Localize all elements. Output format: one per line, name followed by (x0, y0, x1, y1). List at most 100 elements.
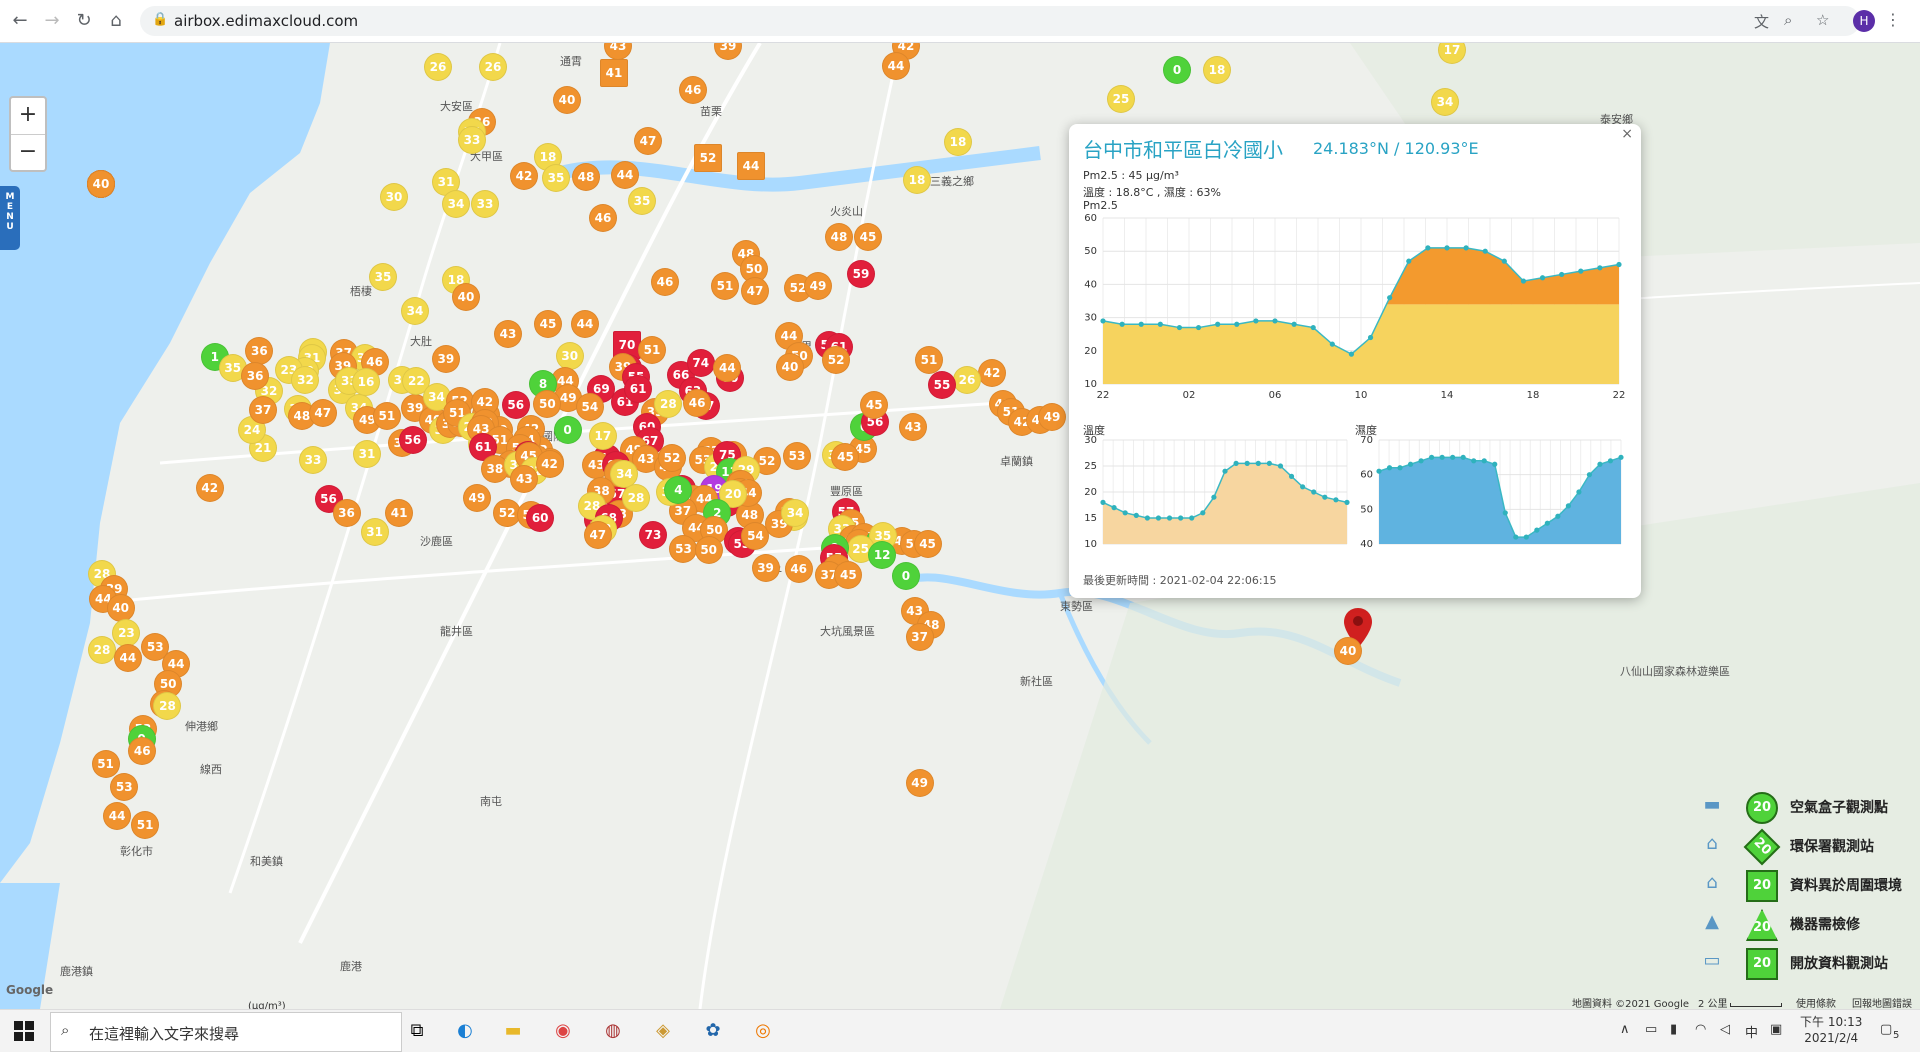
selected-station-marker[interactable]: 40 (1334, 637, 1362, 665)
windows-start-icon[interactable] (14, 1021, 34, 1041)
station-marker[interactable]: 42 (535, 450, 564, 478)
station-marker[interactable]: 41 (600, 59, 628, 87)
station-marker[interactable]: 45 (831, 443, 860, 471)
station-marker[interactable]: 47 (634, 127, 662, 155)
station-marker[interactable]: 49 (462, 483, 491, 512)
volume-icon[interactable]: ◁ (1720, 1022, 1730, 1037)
station-marker[interactable]: 34 (442, 190, 470, 218)
station-marker[interactable]: 2 (703, 499, 732, 528)
ime-indicator[interactable]: 中 (1745, 1026, 1759, 1041)
notification-icon[interactable]: ▢ (1880, 1022, 1893, 1037)
station-marker[interactable]: 44 (103, 802, 132, 831)
chrome-icon[interactable]: ◉ (555, 1020, 571, 1041)
station-marker[interactable]: 28 (621, 483, 650, 512)
taskbar-search[interactable]: ⌕ 在這裡輸入文字來搜尋 (50, 1012, 402, 1052)
station-marker[interactable]: 44 (162, 649, 191, 678)
station-marker[interactable]: 26 (953, 366, 981, 394)
battery-icon[interactable]: ▮ (1670, 1022, 1678, 1037)
station-marker[interactable]: 31 (360, 517, 389, 546)
station-marker[interactable]: 56 (398, 425, 427, 454)
station-marker[interactable]: 18 (903, 166, 931, 194)
forward-icon[interactable]: → (44, 10, 60, 31)
station-marker[interactable]: 37 (905, 622, 934, 651)
station-marker[interactable]: 49 (804, 272, 832, 300)
station-marker[interactable]: 51 (711, 272, 739, 300)
station-marker[interactable]: 48 (825, 223, 853, 251)
station-marker[interactable]: 35 (628, 187, 656, 215)
station-marker[interactable]: 60 (526, 503, 555, 532)
station-marker[interactable]: 53 (669, 535, 698, 564)
station-marker[interactable]: 34 (1431, 88, 1459, 116)
station-marker[interactable]: 45 (834, 561, 863, 590)
station-marker[interactable]: 48 (572, 163, 600, 191)
station-marker[interactable]: 44 (713, 354, 742, 383)
app-icon-4[interactable]: ◎ (755, 1020, 771, 1041)
station-marker[interactable]: 45 (854, 223, 882, 251)
station-marker[interactable]: 51 (91, 749, 120, 778)
station-marker[interactable]: 40 (452, 283, 480, 311)
station-marker[interactable]: 47 (583, 520, 612, 549)
station-marker[interactable]: 34 (610, 459, 639, 488)
station-marker[interactable]: 46 (683, 388, 712, 417)
station-marker[interactable]: 16 (351, 367, 380, 396)
station-marker[interactable]: 33 (458, 126, 486, 154)
station-marker[interactable]: 43 (494, 320, 522, 348)
station-marker[interactable]: 40 (87, 170, 115, 198)
station-marker[interactable]: 47 (741, 277, 769, 305)
back-icon[interactable]: ← (12, 10, 28, 31)
station-marker[interactable]: 0 (891, 561, 920, 590)
station-marker[interactable]: 40 (553, 86, 581, 114)
station-marker[interactable]: 42 (195, 474, 224, 503)
url-text[interactable]: airbox.edimaxcloud.com (174, 12, 359, 30)
station-marker[interactable]: 26 (424, 53, 452, 81)
station-marker[interactable]: 0 (553, 416, 582, 445)
close-icon[interactable]: × (1621, 126, 1633, 142)
bookmark-star-icon[interactable]: ☆ (1816, 11, 1830, 29)
station-marker[interactable]: 46 (679, 76, 707, 104)
wifi-icon[interactable]: ◠ (1695, 1022, 1707, 1037)
station-marker[interactable]: 61 (624, 375, 653, 404)
station-marker[interactable]: 42 (510, 162, 538, 190)
station-marker[interactable]: 50 (694, 536, 723, 565)
station-marker[interactable]: 36 (245, 336, 274, 365)
home-icon[interactable]: ⌂ (110, 10, 122, 31)
app-icon-3[interactable]: ✿ (705, 1020, 721, 1041)
station-marker[interactable]: 73 (639, 521, 667, 549)
station-marker[interactable]: 18 (944, 128, 972, 156)
station-marker[interactable]: 34 (401, 297, 429, 325)
task-view-icon[interactable]: ⧉ (410, 1020, 424, 1041)
zoom-icon[interactable]: ⌕ (1784, 11, 1793, 29)
station-marker[interactable]: 34 (781, 499, 810, 528)
station-marker[interactable]: 31 (353, 440, 381, 468)
station-marker[interactable]: 44 (571, 310, 599, 338)
station-marker[interactable]: 49 (1038, 403, 1066, 431)
station-marker[interactable]: 54 (741, 522, 770, 551)
station-marker[interactable]: 51 (915, 346, 943, 374)
station-marker[interactable]: 49 (905, 768, 934, 797)
station-marker[interactable]: 28 (87, 635, 116, 664)
station-marker[interactable]: 43 (510, 464, 539, 493)
station-marker[interactable]: 20 (719, 479, 748, 508)
station-marker[interactable]: 32 (291, 366, 320, 394)
station-marker[interactable]: 26 (479, 53, 507, 81)
station-marker[interactable]: 46 (784, 555, 813, 584)
zoom-in-button[interactable]: + (18, 102, 38, 127)
menu-kebab-icon[interactable]: ⋮ (1885, 10, 1901, 29)
edge-icon[interactable]: ◐ (457, 1020, 473, 1041)
station-marker[interactable]: 52 (694, 144, 722, 172)
station-marker[interactable]: 25 (1107, 85, 1135, 113)
station-marker[interactable]: 53 (141, 633, 170, 662)
station-marker[interactable]: 23 (112, 619, 141, 648)
station-marker[interactable]: 51 (131, 811, 160, 840)
station-marker[interactable]: 45 (534, 310, 562, 338)
station-marker[interactable]: 46 (589, 204, 617, 232)
terms-link[interactable]: 使用條款 (1796, 999, 1836, 1009)
station-marker[interactable]: 41 (385, 498, 414, 527)
station-marker[interactable]: 33 (471, 190, 499, 218)
station-marker[interactable]: 74 (686, 349, 715, 378)
profile-avatar[interactable]: H (1853, 10, 1875, 32)
station-marker[interactable]: 40 (776, 353, 805, 382)
app-icon-2[interactable]: ◈ (656, 1020, 670, 1041)
station-marker[interactable]: 36 (332, 499, 361, 528)
station-marker[interactable]: 46 (651, 268, 679, 296)
